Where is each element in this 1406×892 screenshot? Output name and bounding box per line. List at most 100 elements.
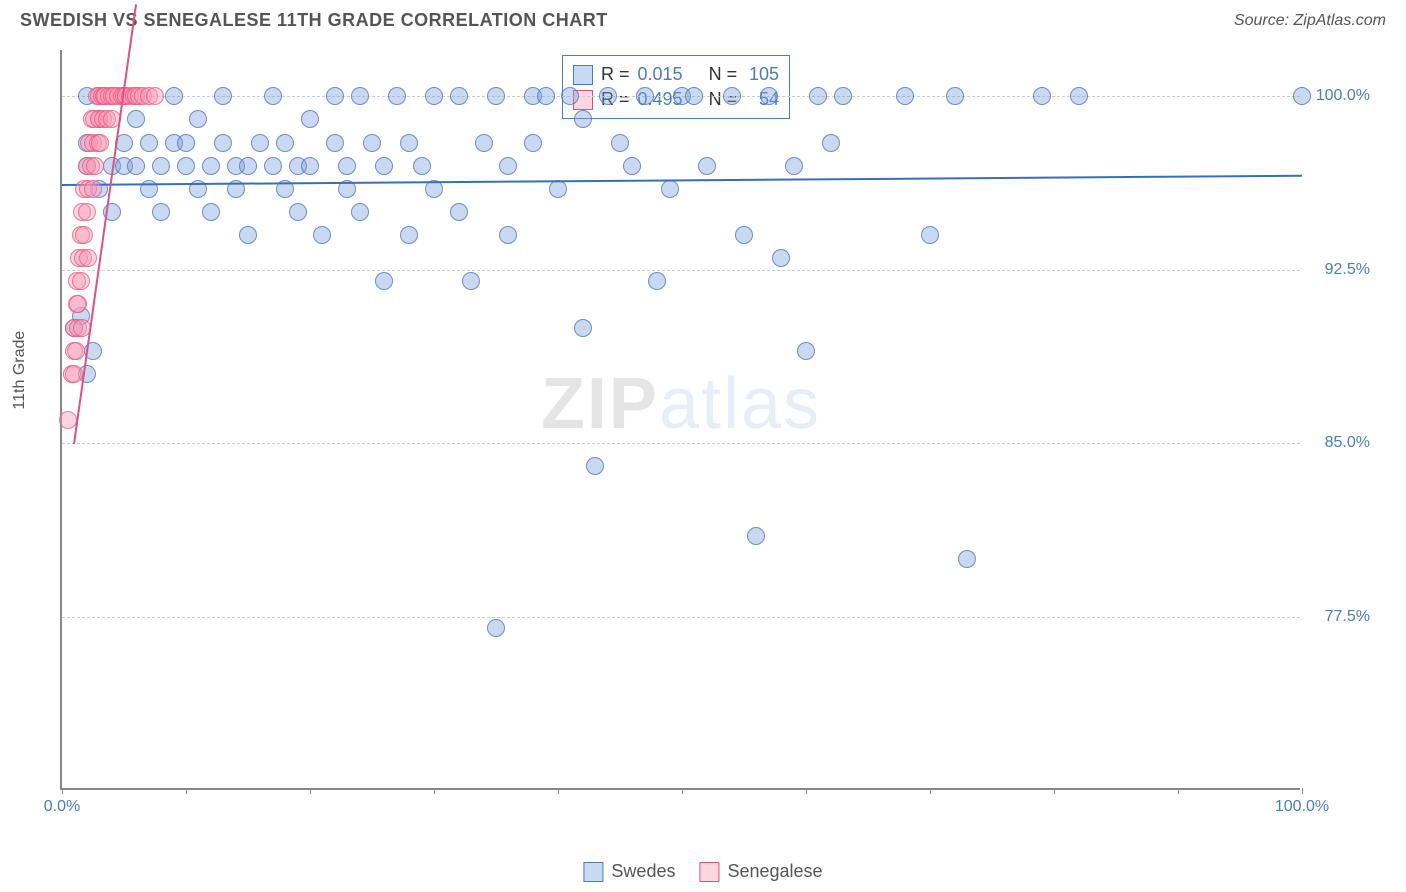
series-legend: Swedes Senegalese [583, 861, 822, 882]
scatter-point [363, 134, 381, 152]
scatter-point [747, 527, 765, 545]
scatter-point [72, 272, 90, 290]
legend-swatch [699, 862, 719, 882]
scatter-point [661, 180, 679, 198]
scatter-point [524, 134, 542, 152]
watermark: ZIPatlas [541, 363, 821, 445]
scatter-point [599, 87, 617, 105]
x-tick-mark [930, 788, 931, 794]
scatter-point [202, 157, 220, 175]
trend-line [62, 175, 1302, 186]
scatter-point [65, 365, 83, 383]
scatter-point [289, 203, 307, 221]
scatter-point [462, 272, 480, 290]
scatter-point [214, 134, 232, 152]
scatter-point [146, 87, 164, 105]
n-label: N = [709, 64, 738, 85]
scatter-point [685, 87, 703, 105]
scatter-point [809, 87, 827, 105]
scatter-point [499, 157, 517, 175]
scatter-point [251, 134, 269, 152]
scatter-point [586, 457, 604, 475]
scatter-point [921, 226, 939, 244]
scatter-point [202, 203, 220, 221]
scatter-point [636, 87, 654, 105]
scatter-point [723, 87, 741, 105]
legend-swatch [573, 65, 593, 85]
gridline [62, 617, 1300, 618]
x-tick-mark [434, 788, 435, 794]
scatter-point [264, 87, 282, 105]
y-tick-label: 92.5% [1310, 261, 1370, 279]
scatter-point [375, 272, 393, 290]
scatter-point [84, 180, 102, 198]
x-tick-mark [1302, 788, 1303, 794]
scatter-point [760, 87, 778, 105]
scatter-point [698, 157, 716, 175]
scatter-point [67, 342, 85, 360]
scatter-point [648, 272, 666, 290]
scatter-point [413, 157, 431, 175]
scatter-point [561, 87, 579, 105]
r-label: R = [601, 64, 630, 85]
x-tick-mark [682, 788, 683, 794]
scatter-point [797, 342, 815, 360]
scatter-point [326, 87, 344, 105]
y-tick-label: 85.0% [1310, 434, 1370, 452]
x-tick-mark [1178, 788, 1179, 794]
scatter-point [623, 157, 641, 175]
scatter-point [574, 110, 592, 128]
scatter-point [400, 134, 418, 152]
scatter-point [91, 134, 109, 152]
scatter-point [772, 249, 790, 267]
legend-label: Senegalese [727, 861, 822, 882]
y-axis-label: 11th Grade [11, 331, 29, 410]
scatter-point [785, 157, 803, 175]
scatter-point [1293, 87, 1311, 105]
scatter-point [239, 226, 257, 244]
scatter-point [822, 134, 840, 152]
series-legend-item: Senegalese [699, 861, 822, 882]
chart-container: 11th Grade ZIPatlas R =0.015N =105R =0.4… [60, 50, 1380, 830]
scatter-point [958, 550, 976, 568]
scatter-point [735, 226, 753, 244]
legend-swatch [583, 862, 603, 882]
scatter-point [896, 87, 914, 105]
scatter-point [127, 110, 145, 128]
scatter-point [574, 319, 592, 337]
x-tick-mark [310, 788, 311, 794]
scatter-point [140, 134, 158, 152]
scatter-point [549, 180, 567, 198]
plot-area: ZIPatlas R =0.015N =105R =0.495N =54 77.… [60, 50, 1300, 790]
watermark-bold: ZIP [541, 364, 659, 444]
chart-title: SWEDISH VS SENEGALESE 11TH GRADE CORRELA… [20, 10, 608, 31]
scatter-point [69, 295, 87, 313]
gridline [62, 270, 1300, 271]
scatter-point [78, 203, 96, 221]
series-legend-item: Swedes [583, 861, 675, 882]
scatter-point [946, 87, 964, 105]
scatter-point [152, 203, 170, 221]
scatter-point [301, 110, 319, 128]
x-tick-mark [186, 788, 187, 794]
n-value: 105 [745, 64, 779, 85]
y-tick-label: 100.0% [1310, 87, 1370, 105]
scatter-point [338, 157, 356, 175]
scatter-point [375, 157, 393, 175]
scatter-point [177, 157, 195, 175]
scatter-point [313, 226, 331, 244]
scatter-point [127, 157, 145, 175]
scatter-point [1070, 87, 1088, 105]
watermark-light: atlas [659, 364, 821, 444]
gridline [62, 443, 1300, 444]
x-tick-mark [1054, 788, 1055, 794]
scatter-point [152, 157, 170, 175]
scatter-point [326, 134, 344, 152]
scatter-point [487, 619, 505, 637]
trend-line [73, 5, 137, 445]
scatter-point [400, 226, 418, 244]
scatter-point [214, 87, 232, 105]
x-tick-mark [806, 788, 807, 794]
header-row: SWEDISH VS SENEGALESE 11TH GRADE CORRELA… [0, 0, 1406, 36]
scatter-point [487, 87, 505, 105]
